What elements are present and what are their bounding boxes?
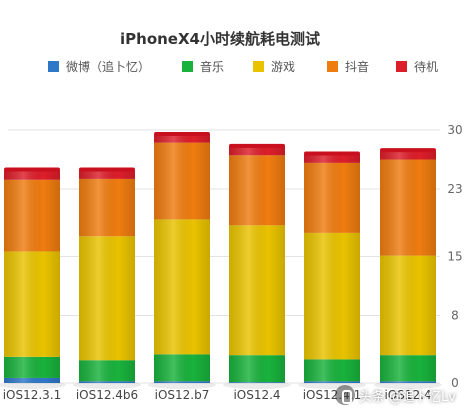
y-tick-label: 23: [447, 182, 462, 196]
legend-label: 待机: [414, 60, 439, 74]
legend-swatch: [253, 61, 264, 72]
x-tick-label: iOS12.4: [233, 388, 280, 402]
legend-item: 音乐: [182, 58, 224, 75]
x-tick-label: iOS12.b7: [155, 388, 210, 402]
y-tick-label: 15: [447, 250, 462, 264]
legend-item: 游戏: [253, 58, 295, 75]
watermark-text: 头条 @追卜忆Lv: [358, 389, 456, 405]
bar-cap: [380, 148, 436, 153]
bar-shading: [380, 151, 436, 383]
legend-item: 微博（追卜忆）: [48, 58, 150, 75]
bar-shading: [4, 170, 60, 383]
x-tick-label: iOS12.4: [384, 388, 431, 402]
bar-cap: [79, 167, 135, 172]
chart-title: iPhoneX4小时续航耗电测试: [120, 30, 320, 48]
legend-label: 音乐: [200, 60, 225, 74]
bar-cap: [154, 132, 210, 137]
bar-shading: [79, 170, 135, 383]
bar-shading: [154, 135, 210, 383]
y-tick-label: 8: [451, 309, 459, 323]
legend-swatch: [48, 61, 59, 72]
bar-cap: [229, 143, 285, 148]
grid-lines: [8, 129, 440, 384]
watermark: 头条 @追卜忆Lv: [334, 384, 456, 406]
y-axis-ticks: 0 8 15 23 30: [447, 123, 462, 390]
bar-shadow: [0, 381, 66, 389]
legend: 微博（追卜忆） 音乐 游戏 抖音 待机: [40, 58, 460, 76]
legend-label: 游戏: [271, 60, 296, 74]
y-tick-label: 0: [451, 376, 459, 390]
x-tick-label: iOS12.3.1: [3, 388, 62, 402]
bar-shading: [229, 146, 285, 383]
y-tick-label: 30: [447, 123, 462, 137]
bar-cap: [4, 167, 60, 172]
legend-item: 待机: [396, 58, 438, 75]
legend-swatch: [327, 61, 338, 72]
legend-item: 抖音: [327, 58, 369, 75]
legend-label: 抖音: [345, 60, 370, 74]
legend-swatch: [396, 61, 407, 72]
x-axis-ticks: iOS12.3.1 iOS12.4b6 iOS12.b7 iOS12.4 iOS12.4…: [3, 388, 432, 402]
bar-shading: [304, 154, 360, 383]
bars: [0, 132, 442, 389]
x-tick-label: iOS12.4b6: [76, 388, 138, 402]
bar-cap: [304, 151, 360, 156]
watermark-logo-icon: [334, 385, 355, 405]
legend-swatch: [182, 61, 193, 72]
legend-label: 微博（追卜忆）: [66, 60, 151, 74]
